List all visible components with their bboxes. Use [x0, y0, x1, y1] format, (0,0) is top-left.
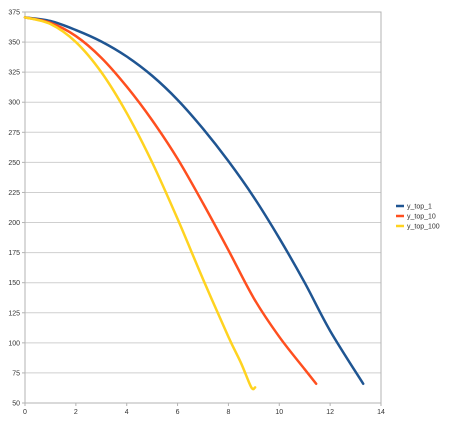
series-group [23, 16, 365, 391]
legend: y_top_1 y_top_10 y_top_100 [396, 204, 440, 231]
y-tick-label: 350 [8, 40, 20, 47]
y-tick-label: 150 [8, 280, 20, 287]
plot-area [24, 11, 382, 404]
x-tick-label: 0 [23, 409, 27, 416]
x-tick-label: 4 [125, 409, 129, 416]
x-tick-label: 2 [74, 409, 78, 416]
series-line-y-top-10 [23, 16, 318, 386]
y-tick-label: 275 [8, 130, 20, 137]
x-tick-label: 14 [377, 409, 385, 416]
y-tick-label: 75 [12, 370, 20, 377]
y-tick-label: 325 [8, 70, 20, 77]
y-tick-label: 175 [8, 250, 20, 257]
y-tick-label: 375 [8, 10, 20, 17]
legend-label: y_top_100 [407, 224, 440, 231]
series-line-y-top-1 [23, 16, 365, 386]
x-tick-label: 6 [176, 409, 180, 416]
y-tick-label: 250 [8, 160, 20, 167]
series-line-y-top-100 [23, 16, 257, 391]
y-tick-label: 200 [8, 220, 20, 227]
legend-label: y_top_1 [407, 204, 432, 211]
x-tick-label: 12 [326, 409, 334, 416]
y-tick-label: 100 [8, 340, 20, 347]
x-axis: 0 2 4 6 8 10 12 14 [23, 403, 385, 416]
x-tick-label: 8 [226, 409, 230, 416]
x-tick-label: 10 [275, 409, 283, 416]
y-tick-label: 300 [8, 100, 20, 107]
gridlines [25, 11, 381, 404]
y-axis: 50 75 100 125 150 175 200 225 250 275 300 325 350 375 [8, 10, 25, 408]
y-tick-label: 225 [8, 190, 20, 197]
y-tick-label: 125 [8, 310, 20, 317]
legend-label: y_top_10 [407, 214, 436, 221]
y-tick-label: 50 [12, 401, 20, 408]
